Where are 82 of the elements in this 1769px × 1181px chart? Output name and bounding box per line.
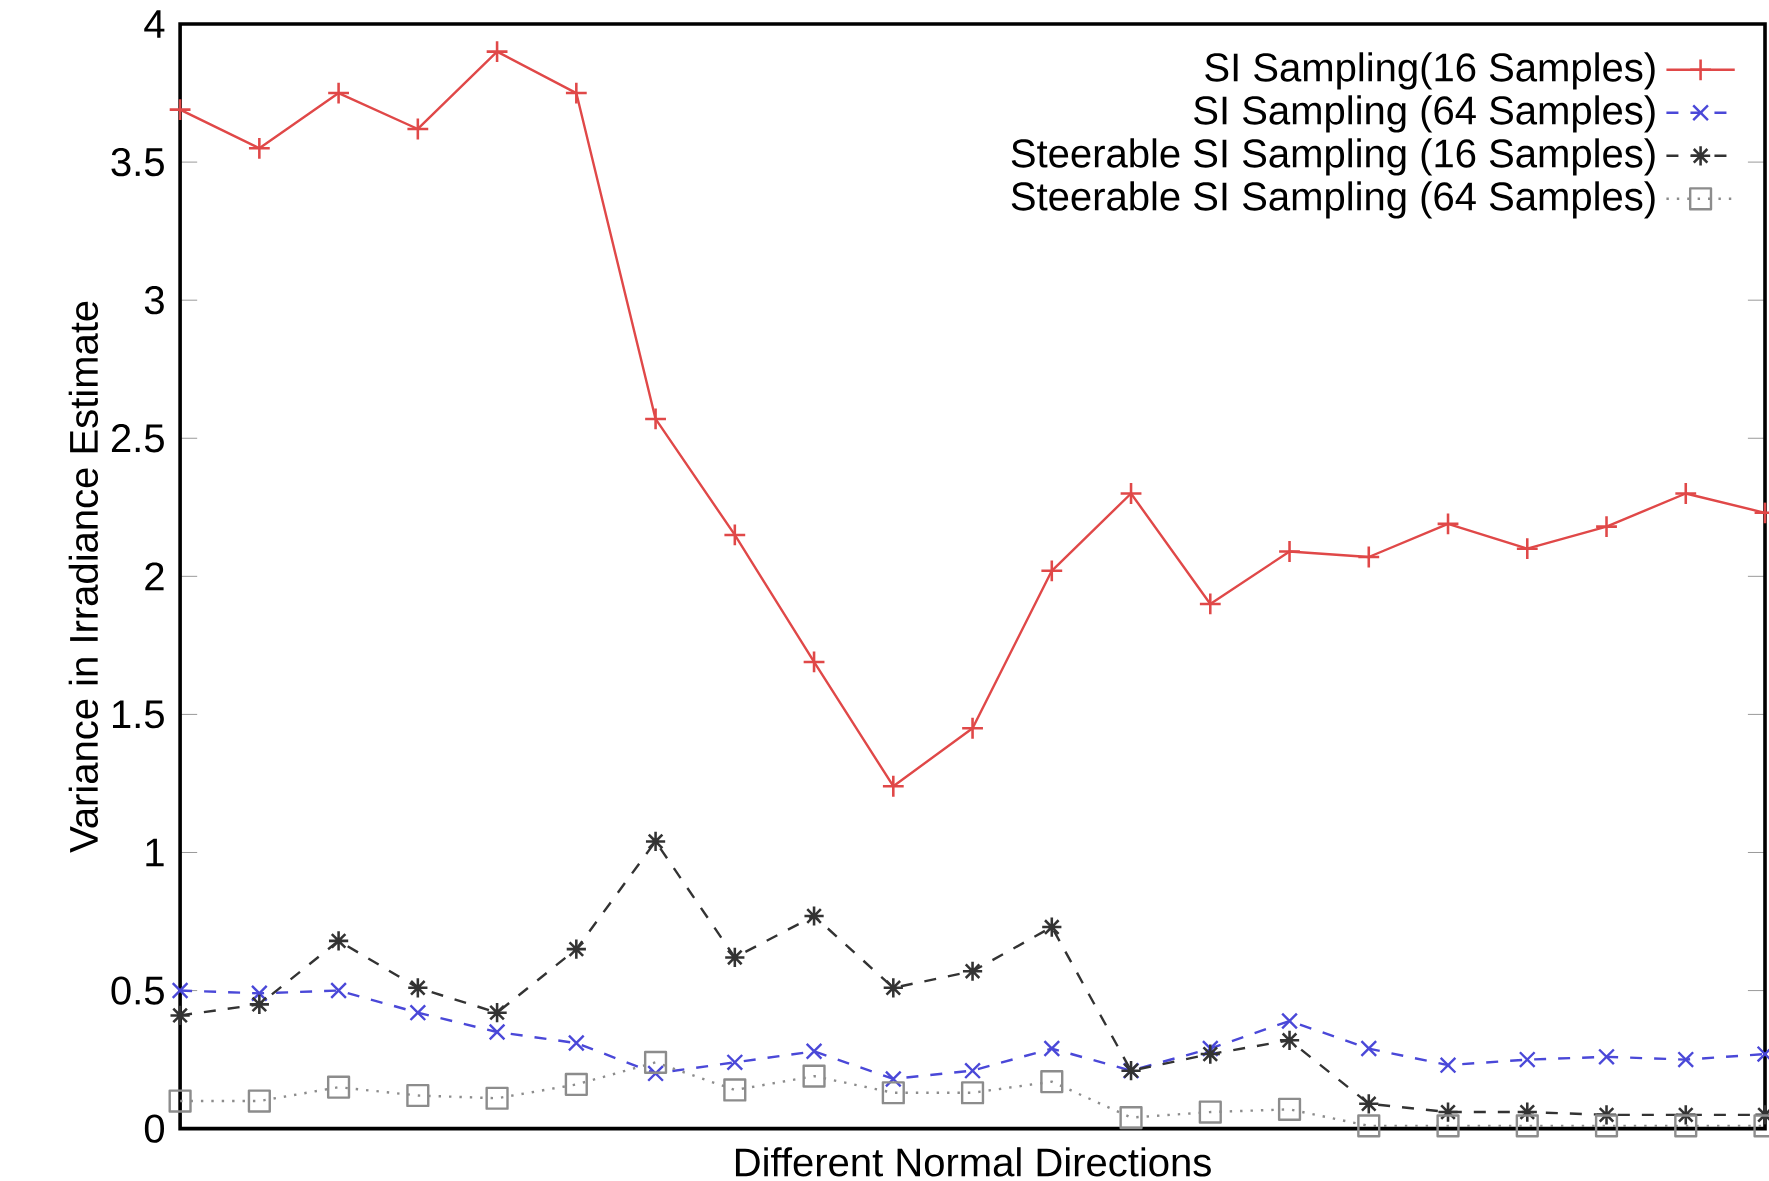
point [1359,1094,1379,1114]
y-tick-label: 3 [144,286,164,315]
point [326,1075,351,1099]
point [1357,1114,1381,1138]
point [486,41,508,63]
point [1436,1114,1460,1138]
point [567,1034,585,1052]
point [805,1042,823,1061]
y-tick-label: 2 [145,562,164,591]
point [645,408,666,430]
point [1518,1051,1536,1069]
point [1279,1030,1300,1051]
point [962,961,983,981]
y-tick-label: 0.5 [111,976,164,1005]
point [1042,917,1062,937]
y-axis-title: Variance in Irradiance Estimate [68,301,99,853]
point [1677,1051,1695,1069]
y-tick-label: 3.5 [111,148,164,177]
point [169,99,191,121]
point [1119,1106,1143,1130]
point [1277,1097,1302,1122]
point [726,1053,744,1072]
point [1360,1040,1378,1058]
point [1043,1040,1061,1058]
point [802,1064,826,1088]
point [962,717,983,739]
point [645,832,666,852]
point [1280,1012,1299,1030]
point [565,82,587,104]
point [723,1078,747,1102]
point [248,138,270,159]
point [1597,1048,1616,1066]
y-tick-label: 4 [144,10,165,38]
point [1675,483,1697,505]
point [884,1070,902,1088]
point [1674,1114,1698,1138]
legend-label: SI Sampling (64 Samples) [1194,95,1655,133]
point [1516,538,1538,560]
legend-label: SI Sampling(16 Samples) [1205,52,1655,90]
point [488,1023,506,1041]
point [882,775,904,797]
y-tick-label: 0 [144,1114,165,1143]
point [1594,1114,1619,1138]
point [1198,1100,1222,1124]
point [643,1050,668,1075]
point [330,982,348,1000]
y-tick-label: 1.5 [113,700,164,729]
point [1199,593,1221,615]
point [1040,1070,1064,1094]
point [406,1084,430,1108]
point [328,931,349,951]
point [881,1081,905,1105]
point [1201,1040,1219,1058]
legend-label: Steerable SI Sampling (64 Samples) [1011,181,1655,219]
x-axis-title: Different Normal Directions [735,1147,1211,1177]
point [249,994,269,1015]
point [250,984,268,1003]
point [566,939,586,959]
point [170,1005,190,1026]
point [1439,1056,1457,1074]
point [960,1081,985,1105]
point [883,978,903,998]
point [409,1004,427,1022]
point [1515,1114,1539,1138]
point [1596,516,1617,538]
legend-label: Steerable SI Sampling (16 Samples) [1011,138,1655,176]
point [171,982,189,1000]
point [247,1089,271,1113]
y-tick-label: 1 [146,838,164,867]
point [485,1086,509,1111]
point [328,82,349,104]
point [725,947,745,968]
point [963,1062,982,1080]
y-tick-label: 2.5 [111,424,164,453]
point [564,1073,588,1097]
point [1200,1044,1220,1064]
point [168,1089,192,1113]
point [647,1065,665,1083]
point [487,1003,507,1023]
point [1120,483,1142,505]
point [1279,541,1300,563]
point [1358,546,1380,568]
